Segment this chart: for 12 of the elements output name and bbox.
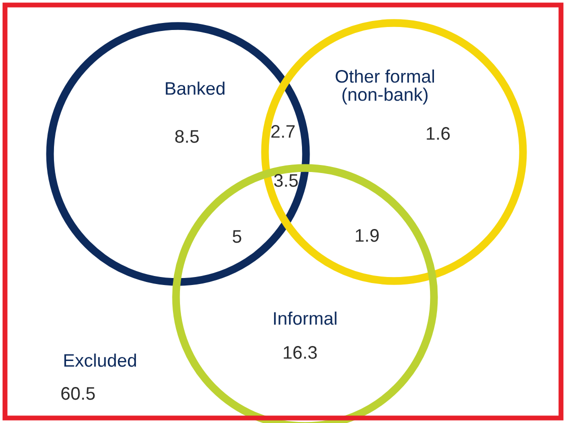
text: 2.7 <box>271 125 295 138</box>
data-label: 16.3 <box>284 346 317 359</box>
text: 5 <box>232 230 242 243</box>
category-label: Banked <box>166 82 224 95</box>
text: 1.9 <box>356 229 379 242</box>
text: 3.5 <box>274 174 298 187</box>
category-label: Other formal (non-bank) <box>336 70 434 104</box>
data-label: 8.5 <box>175 130 199 143</box>
category-label: Excluded <box>64 354 136 367</box>
data-label: 1.6 <box>426 127 450 140</box>
category-label: Informal <box>274 312 336 325</box>
data-label: 60.5 <box>61 387 95 400</box>
